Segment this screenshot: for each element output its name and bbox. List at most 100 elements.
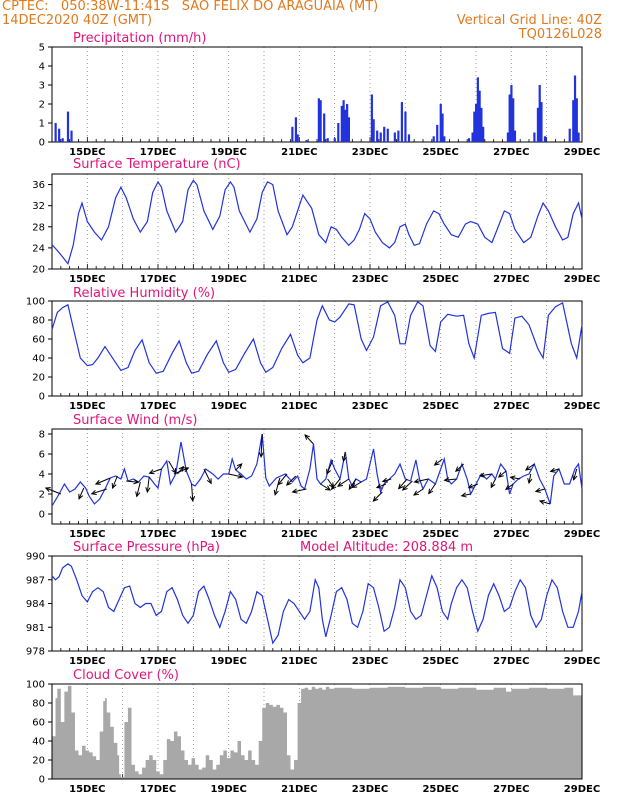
x-tick-label: 17DEC — [140, 784, 176, 795]
y-tick-label: 80 — [32, 699, 45, 710]
x-tick-label: 27DEC — [493, 274, 529, 285]
y-tick-label: 100 — [26, 297, 45, 308]
wind-arrow-head — [148, 469, 155, 475]
y-tick-label: 32 — [32, 201, 45, 212]
wind-arrow-head — [497, 472, 504, 478]
wind-arrow-head — [490, 482, 496, 489]
precip-bar — [397, 130, 400, 142]
wind-arrow-shaft — [490, 478, 496, 488]
precip-bar — [467, 138, 471, 142]
panel-1: 20 24 28 32 36 15DEC 17DEC 19DEC 21DEC 23DEC 25DEC… — [32, 157, 600, 285]
wind-arrow-shaft — [550, 468, 560, 472]
x-tick-label: 15DEC — [69, 529, 105, 540]
model-altitude-annotation: Model Altitude: 208.884 m — [300, 540, 473, 555]
wind-arrow-head — [206, 478, 212, 485]
precip-bar — [536, 107, 540, 142]
wind-arrow-head — [135, 491, 141, 498]
x-tick-label: 25DEC — [422, 529, 458, 540]
series-line — [51, 179, 583, 265]
y-tick-label: 28 — [32, 222, 45, 233]
x-tick-label: 25DEC — [422, 784, 458, 795]
y-tick-label: 60 — [32, 718, 45, 729]
wind-arrow-shaft — [95, 477, 111, 485]
x-tick-label: 27DEC — [493, 147, 529, 158]
series-line — [51, 433, 583, 507]
wind-arrow-shaft — [342, 451, 346, 462]
wind-arrow-shaft — [414, 478, 429, 483]
x-tick-label: 23DEC — [352, 274, 388, 285]
x-tick-label: 17DEC — [140, 147, 176, 158]
wind-arrow-shaft — [510, 476, 521, 480]
y-tick-label: 20 — [32, 756, 45, 767]
y-tick-label: 2 — [39, 100, 45, 111]
precip-bar — [66, 111, 70, 142]
wind-arrow-head — [178, 465, 185, 472]
wind-arrow-head — [285, 480, 292, 486]
precip-bar — [512, 98, 515, 142]
panel-4: 978 981 984 987 990 15DEC 17DEC 19DEC 21DEC 23DEC… — [26, 540, 600, 667]
precip-bar — [540, 102, 543, 142]
precip-bar — [400, 102, 403, 142]
wind-arrow-shaft — [304, 434, 314, 445]
header-line2-right: Vertical Grid Line: 40Z — [456, 13, 602, 28]
x-tick-label: 15DEC — [69, 274, 105, 285]
wind-arrow-head — [549, 467, 556, 473]
y-tick-label: 0 — [39, 138, 45, 149]
wind-arrow-head — [413, 478, 420, 484]
wind-arrow-shaft — [320, 483, 331, 491]
wind-arrow-head — [538, 499, 546, 505]
precip-bar — [432, 136, 435, 142]
y-tick-label: 4 — [39, 62, 45, 73]
wind-arrow-shaft — [528, 473, 532, 484]
precip-bar — [347, 117, 350, 142]
precip-bar — [508, 94, 511, 142]
wind-arrow-shaft — [173, 467, 189, 475]
precip-bar — [441, 113, 444, 142]
y-tick-label: 80 — [32, 316, 45, 327]
precip-bar — [291, 126, 294, 142]
precip-bar — [54, 123, 57, 142]
wind-arrow-shaft — [461, 493, 471, 497]
y-tick-label: 60 — [32, 335, 45, 346]
precip-bar — [379, 132, 382, 142]
wind-arrow-shaft — [428, 483, 436, 494]
y-tick-label: 981 — [26, 623, 45, 634]
wind-arrow-head — [111, 482, 117, 490]
wind-arrow-shaft — [398, 478, 408, 489]
x-tick-label: 17DEC — [140, 401, 176, 412]
wind-arrow-shaft — [402, 480, 413, 491]
wind-arrow-head — [509, 475, 516, 481]
x-tick-label: 29DEC — [564, 784, 600, 795]
precip-bar — [323, 113, 326, 142]
wind-arrow-head — [351, 482, 358, 488]
wind-arrow-shaft — [382, 478, 392, 482]
precip-bar — [333, 138, 336, 142]
wind-arrow-head — [273, 489, 279, 496]
wind-arrow-shaft — [149, 468, 162, 474]
x-tick-label: 25DEC — [422, 656, 458, 667]
precip-bar — [480, 107, 483, 142]
wind-arrow-shaft — [351, 481, 362, 488]
wind-arrow-head — [375, 483, 382, 489]
precip-bar — [439, 104, 442, 142]
panel-title: Cloud Cover (%) — [73, 668, 179, 683]
wind-arrow-shaft — [505, 483, 514, 490]
wind-arrow-shaft — [78, 487, 85, 500]
precip-bar — [513, 130, 517, 142]
y-tick-label: 5 — [39, 43, 45, 54]
panel-frame — [51, 46, 583, 143]
precip-bar — [573, 75, 577, 142]
wind-arrow-shaft — [203, 468, 212, 484]
precip-bar — [326, 138, 329, 142]
x-tick-label: 23DEC — [352, 656, 388, 667]
precip-bar — [533, 132, 536, 142]
header-line3-right: TQ0126L028 — [518, 27, 602, 42]
wind-arrow-head — [433, 460, 440, 466]
wind-arrow-head — [78, 493, 84, 500]
header-line1-left: CPTEC: 050:38W-11:41S SAO FELIX DO ARAGU… — [2, 0, 379, 14]
precip-bar — [294, 117, 297, 142]
panel-5: 0 20 40 60 80 100 15DEC 17DEC 19DEC 21DEC 23DEC 25D… — [26, 668, 600, 795]
wind-arrow-head — [90, 489, 97, 495]
precip-bar — [319, 100, 322, 142]
x-tick-label: 23DEC — [352, 529, 388, 540]
